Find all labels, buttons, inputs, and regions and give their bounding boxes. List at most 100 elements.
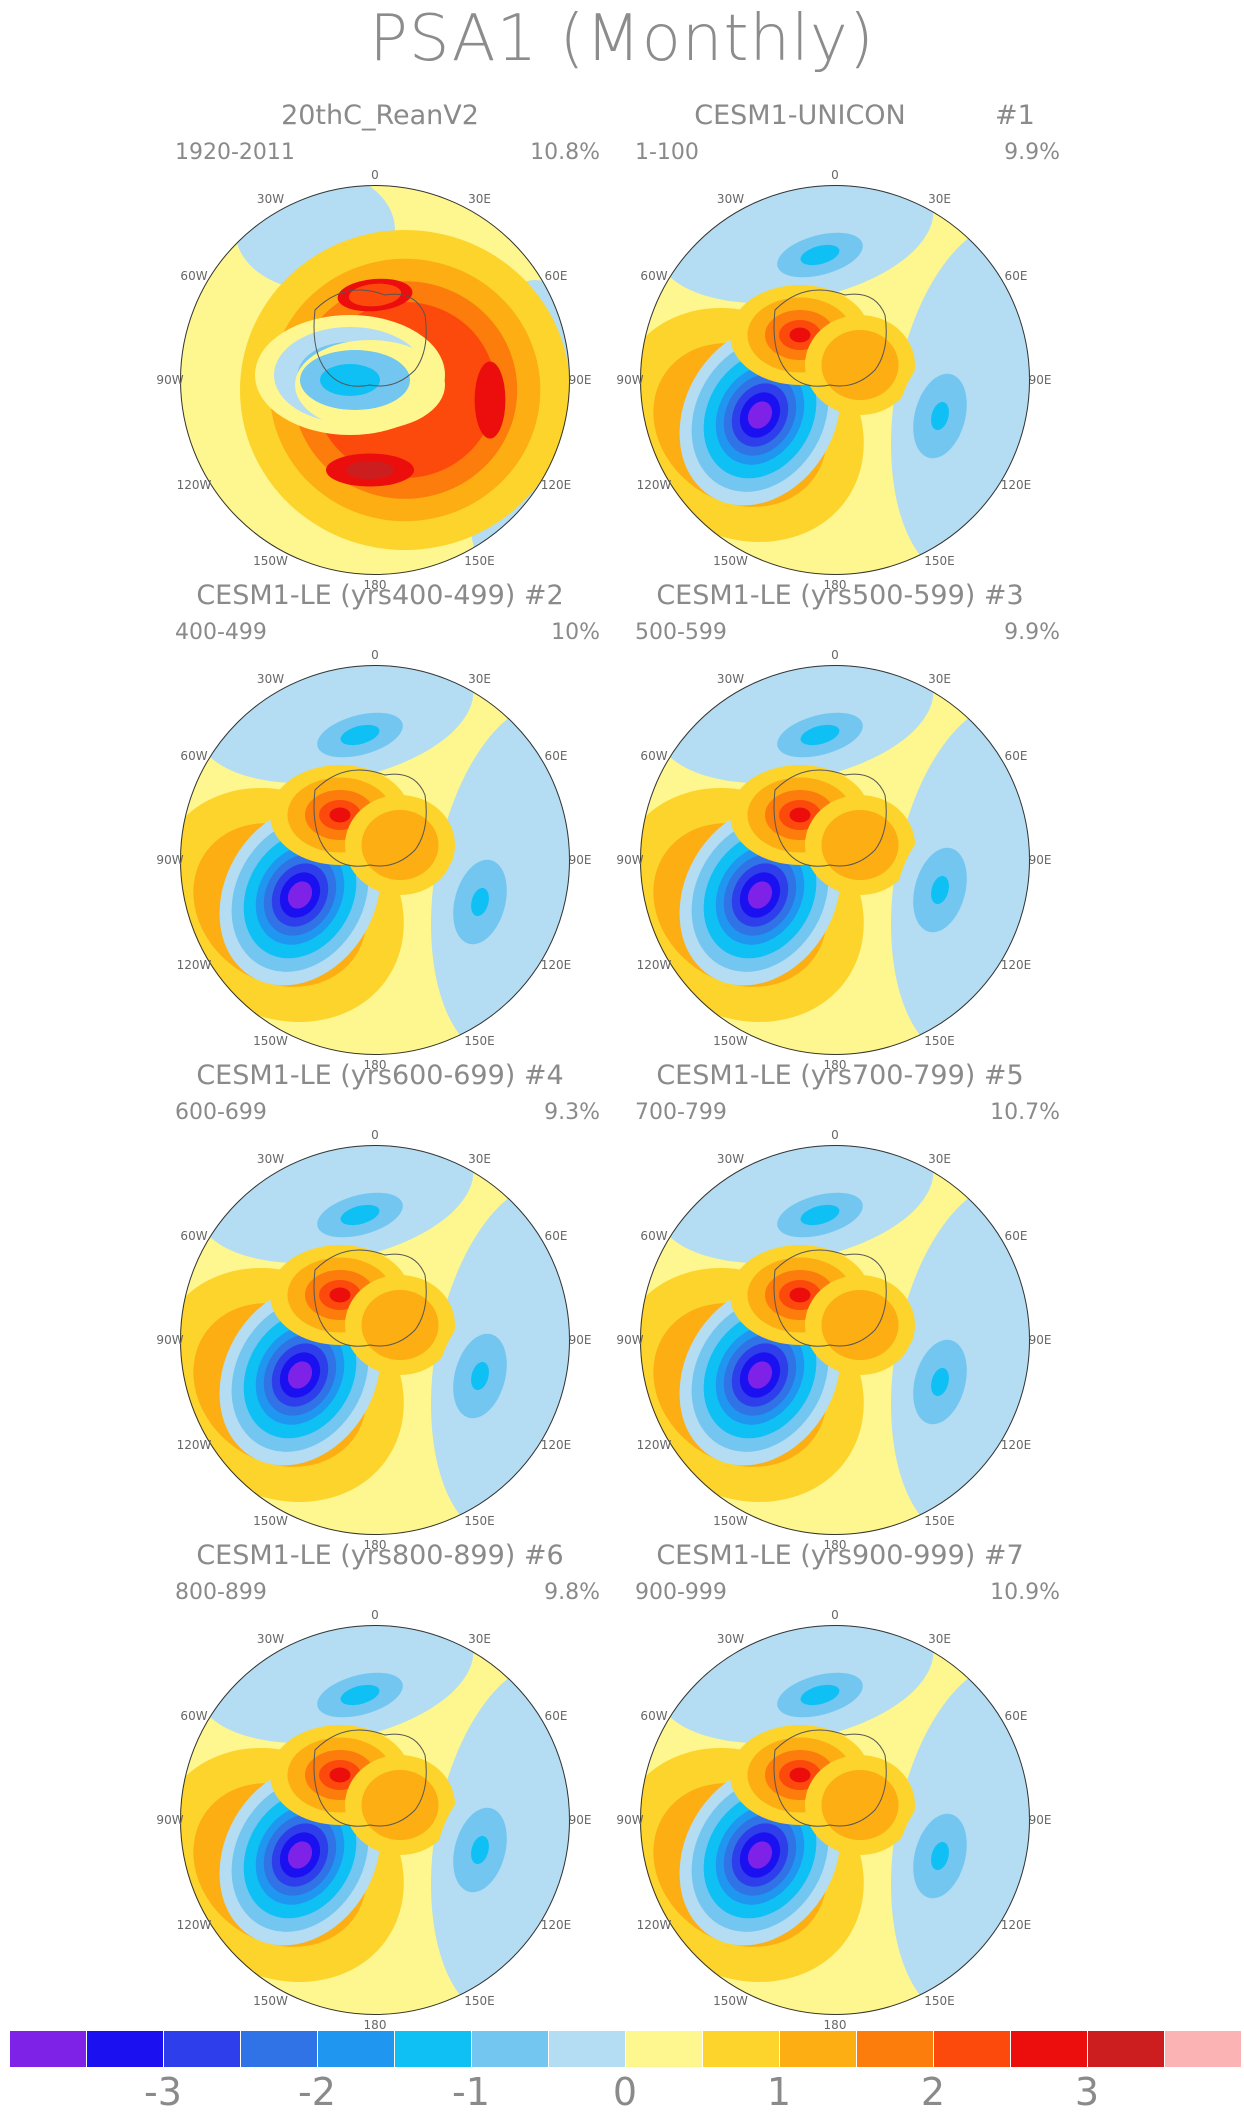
panel-title: CESM1-LE (yrs400-499) #2 [196, 580, 564, 611]
longitude-label: 150W [713, 553, 748, 568]
longitude-label: 90E [568, 1813, 592, 1827]
longitude-label: 30W [256, 672, 285, 686]
colorbar-swatch [703, 2031, 780, 2067]
longitude-label: 150W [713, 1033, 748, 1048]
coastline [773, 1249, 887, 1347]
longitude-label: 150E [464, 1513, 495, 1528]
anomaly-contour [329, 1767, 351, 1783]
longitude-label: 150W [713, 1993, 748, 2008]
longitude-label: 0 [371, 1128, 379, 1142]
longitude-label: 0 [831, 1128, 839, 1142]
map-panel: CESM1-UNICON #1 1-100 9.9% 0 30E 60E 90E 120E 150… [580, 100, 1100, 592]
negative-anomaly [431, 1662, 570, 2015]
longitude-label: 60W [180, 748, 208, 763]
anomaly-contour [800, 244, 840, 266]
field-layer [180, 1145, 570, 1535]
longitude-label: 120E [540, 477, 572, 492]
colorbar [9, 2030, 1243, 2070]
longitude-label: 120W [636, 477, 672, 492]
longitude-label: 30W [716, 192, 745, 206]
anomaly-contour [361, 1290, 439, 1360]
colorbar-swatch [549, 2031, 626, 2067]
map-border [180, 1145, 570, 1535]
anomaly-contour [931, 401, 949, 431]
polar-map [180, 185, 570, 575]
longitude-label: 90W [156, 1333, 184, 1347]
longitude-label: 60W [180, 1708, 208, 1723]
map-border [640, 1145, 1030, 1535]
longitude-label: 150E [924, 1033, 955, 1048]
panel-variance-percent: 9.9% [1004, 140, 1060, 165]
longitude-label: 180 [363, 1058, 387, 1072]
longitude-label: 180 [363, 578, 387, 592]
colorbar-tick-label: 2 [920, 2070, 946, 2114]
map-panel: CESM1-LE (yrs900-999) #7 900-999 10.9% 0 30E… [580, 1540, 1100, 2032]
colorbar-swatch [934, 2031, 1011, 2067]
anomaly-contour [287, 881, 313, 909]
anomaly-contour [346, 461, 394, 479]
longitude-label: 30W [256, 1632, 285, 1646]
panel-title: CESM1-LE (yrs600-699) #4 [196, 1060, 564, 1091]
negative-anomaly [320, 364, 380, 396]
longitude-label: 150W [253, 1993, 288, 2008]
field-layer [180, 665, 570, 1055]
panel-title: CESM1-UNICON [694, 100, 906, 131]
anomaly-contour [474, 361, 506, 439]
longitude-label: 0 [371, 648, 379, 662]
anomaly-contour [340, 724, 380, 746]
longitude-label: 90E [1028, 373, 1052, 387]
map-border [180, 1625, 570, 2015]
anomaly-contour [931, 875, 949, 905]
colorbar-swatch [164, 2031, 241, 2067]
negative-anomaly [891, 222, 1030, 575]
longitude-label: 90E [1028, 1333, 1052, 1347]
anomaly-contour [329, 807, 351, 823]
anomaly-contour [800, 1204, 840, 1226]
longitude-label: 60E [1004, 748, 1028, 763]
anomaly-contour [821, 330, 899, 400]
longitude-label: 90E [568, 853, 592, 867]
map-panel: CESM1-LE (yrs400-499) #2 400-499 10% 0 30E 60… [120, 580, 640, 1072]
longitude-label: 60E [544, 1708, 568, 1723]
coastline [313, 289, 427, 387]
longitude-label: 150E [464, 1033, 495, 1048]
longitude-label: 30E [468, 1632, 491, 1646]
longitude-label: 30E [468, 192, 491, 206]
longitude-label: 90W [156, 853, 184, 867]
panel-title: 20thC_ReanV2 [281, 100, 479, 131]
polar-map [640, 1145, 1030, 1535]
longitude-label: 150W [253, 553, 288, 568]
panel-years: 800-899 [175, 1580, 267, 1605]
anomaly-contour [789, 327, 811, 343]
panel-years: 600-699 [175, 1100, 267, 1125]
coastline [313, 769, 427, 867]
anomaly-contour [361, 810, 439, 880]
panel-variance-percent: 10.8% [530, 140, 600, 165]
longitude-label: 120E [540, 1917, 572, 1932]
longitude-label: 120W [636, 1437, 672, 1452]
panel-years: 1920-2011 [175, 140, 295, 165]
longitude-label: 150E [924, 1513, 955, 1528]
longitude-label: 120E [540, 1437, 572, 1452]
longitude-label: 0 [831, 1608, 839, 1622]
panel-title: CESM1-LE (yrs800-899) #6 [196, 1540, 564, 1571]
longitude-label: 60W [640, 1708, 668, 1723]
map-border [640, 185, 1030, 575]
anomaly-contour [329, 1287, 351, 1303]
longitude-label: 30E [928, 672, 951, 686]
longitude-label: 60E [544, 748, 568, 763]
colorbar-swatch [780, 2031, 857, 2067]
anomaly-contour [340, 1684, 380, 1706]
longitude-label: 30E [928, 192, 951, 206]
anomaly-contour [747, 1361, 773, 1389]
longitude-label: 180 [823, 1538, 847, 1552]
longitude-label: 120W [176, 1917, 212, 1932]
colorbar-swatch [1088, 2031, 1165, 2067]
colorbar-swatch [241, 2031, 318, 2067]
longitude-label: 60W [180, 268, 208, 283]
field-layer [640, 665, 1030, 1055]
polar-map [180, 665, 570, 1055]
longitude-label: 120W [176, 1437, 212, 1452]
longitude-label: 30E [928, 1632, 951, 1646]
field-layer [640, 185, 1030, 575]
